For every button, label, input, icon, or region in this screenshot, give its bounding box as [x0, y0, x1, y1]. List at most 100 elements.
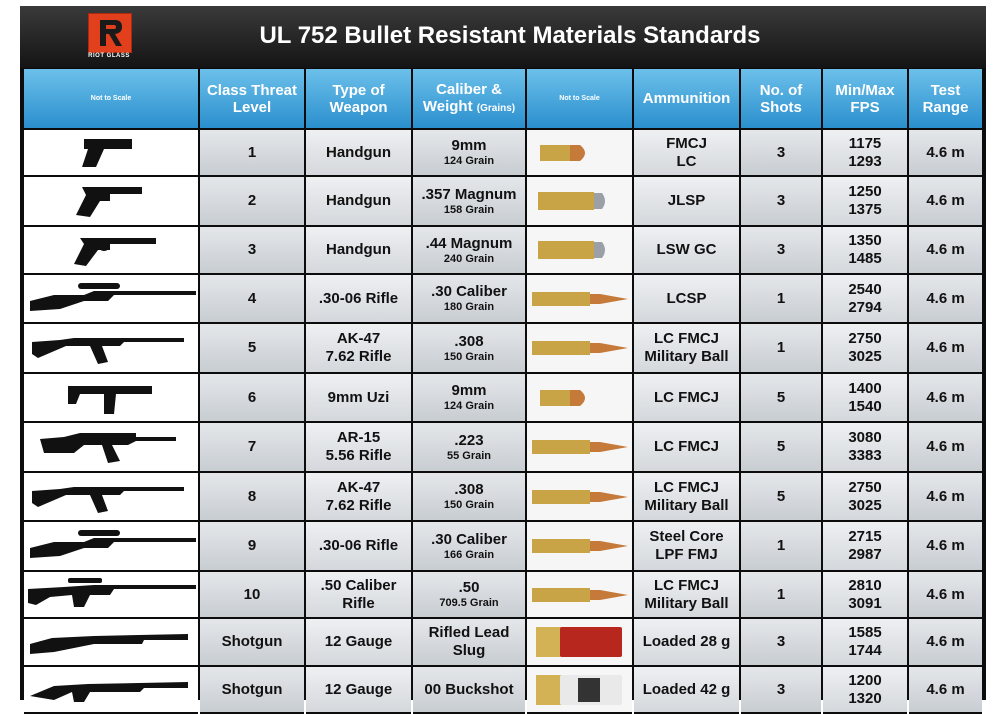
class-cell: 7	[200, 423, 304, 473]
class-cell: 3	[200, 227, 304, 275]
weapon-cell: Handgun	[306, 130, 411, 177]
grain-weight: 150 Grain	[413, 351, 525, 364]
ammunition-cell: Loaded 42 g	[634, 667, 739, 714]
grain-weight: 709.5 Grain	[413, 597, 525, 610]
bullet-image-cell	[527, 227, 632, 275]
uzi-icon	[24, 378, 198, 418]
fps-max: 1744	[823, 642, 907, 660]
caliber-value: .357 Magnum	[413, 186, 525, 204]
caliber-value: .50	[413, 579, 525, 597]
weapon-line: 7.62 Rifle	[306, 348, 411, 366]
shots-cell: 5	[741, 473, 821, 522]
caliber-cell: .30 Caliber 166 Grain	[413, 522, 525, 572]
revolver-icon	[24, 181, 198, 221]
caliber-value: .30 Caliber	[413, 531, 525, 549]
308-cartridge-icon	[527, 330, 632, 366]
fps-min: 2750	[823, 479, 907, 497]
ammo-line: LC FMCJ	[634, 479, 739, 497]
range-cell: 4.6 m	[909, 324, 982, 374]
fps-max: 2987	[823, 546, 907, 564]
table-row: 7 AR-15 5.56 Rifle .223 55 Grain LC FMCJ 5 3080…	[24, 423, 982, 473]
bullet-image-cell	[527, 522, 632, 572]
weapon-cell: AR-15 5.56 Rifle	[306, 423, 411, 473]
range-cell: 4.6 m	[909, 177, 982, 227]
shots-cell: 1	[741, 522, 821, 572]
ammo-line: LC FMCJ	[634, 438, 739, 456]
col-range: Test Range	[909, 69, 982, 130]
ammunition-cell: JLSP	[634, 177, 739, 227]
ammunition-cell: LC FMCJ	[634, 423, 739, 473]
weapon-image-cell	[24, 473, 198, 522]
col-caliber-line1: Caliber &	[436, 81, 502, 98]
ammo-line: LSW GC	[634, 241, 739, 259]
bullet-image-cell	[527, 130, 632, 177]
weapon-image-cell	[24, 275, 198, 324]
col-weapon-image: Not to Scale	[24, 69, 198, 130]
scoped-rifle-icon	[24, 279, 198, 319]
caliber-value: .308	[413, 481, 525, 499]
class-cell: 2	[200, 177, 304, 227]
ammunition-cell: LSW GC	[634, 227, 739, 275]
fps-max: 3025	[823, 497, 907, 515]
caliber-value: 9mm	[413, 382, 525, 400]
fps-cell: 1175 1293	[823, 130, 907, 177]
ammunition-cell: LC FMCJ Military Ball	[634, 473, 739, 522]
bullet-image-cell	[527, 324, 632, 374]
bullet-image-cell	[527, 275, 632, 324]
fps-min: 1250	[823, 183, 907, 201]
caliber-cell: .50 709.5 Grain	[413, 572, 525, 619]
ammo-line: Steel Core	[634, 528, 739, 546]
fps-min: 2540	[823, 281, 907, 299]
caliber-cell: .357 Magnum 158 Grain	[413, 177, 525, 227]
table-row: 3 Handgun .44 Magnum 240 Grain LSW GC 3 1350 14…	[24, 227, 982, 275]
fps-cell: 2810 3091	[823, 572, 907, 619]
red-shotshell-icon	[527, 624, 632, 660]
bullet-image-cell	[527, 423, 632, 473]
col-class: Class Threat Level	[200, 69, 304, 130]
ammunition-cell: LC FMCJ	[634, 374, 739, 423]
grain-weight: 240 Grain	[413, 253, 525, 266]
range-cell: 4.6 m	[909, 619, 982, 667]
caliber-value: .308	[413, 333, 525, 351]
ammo-line: LPF FMJ	[634, 546, 739, 564]
ammo-line: LC	[634, 153, 739, 171]
class-cell: 6	[200, 374, 304, 423]
bullet-image-cell	[527, 473, 632, 522]
weapon-cell: .30-06 Rifle	[306, 275, 411, 324]
caliber-cell: Rifled Lead Slug	[413, 619, 525, 667]
bullet-image-cell	[527, 374, 632, 423]
weapon-cell: .30-06 Rifle	[306, 522, 411, 572]
grain-weight: 150 Grain	[413, 499, 525, 512]
ammo-line: Military Ball	[634, 348, 739, 366]
ammunition-cell: FMCJ LC	[634, 130, 739, 177]
fps-min: 1200	[823, 672, 907, 690]
col-caliber-line2: Weight	[423, 98, 473, 115]
class-cell: 10	[200, 572, 304, 619]
caliber-cell: 00 Buckshot	[413, 667, 525, 714]
ammunition-cell: LCSP	[634, 275, 739, 324]
caliber-cell: .308 150 Grain	[413, 473, 525, 522]
weapon-cell: Handgun	[306, 177, 411, 227]
ammunition-cell: LC FMCJ Military Ball	[634, 572, 739, 619]
logo-text: RIOT GLASS	[78, 53, 140, 59]
weapon-image-cell	[24, 324, 198, 374]
pump-shotgun-icon	[24, 622, 198, 662]
fps-cell: 1250 1375	[823, 177, 907, 227]
ammo-line: Loaded 28 g	[634, 633, 739, 651]
range-cell: 4.6 m	[909, 275, 982, 324]
weapon-cell: 12 Gauge	[306, 667, 411, 714]
weapon-line: AK-47	[306, 479, 411, 497]
weapon-image-cell	[24, 130, 198, 177]
bullet-image-cell	[527, 572, 632, 619]
223-cartridge-icon	[527, 429, 632, 465]
50cal-cartridge-icon	[527, 577, 632, 613]
range-cell: 4.6 m	[909, 374, 982, 423]
table-row: 8 AK-47 7.62 Rifle .308 150 Grain LC FMCJ Mili…	[24, 473, 982, 522]
table-row: 1 Handgun 9mm 124 Grain FMCJ LC 3 1175 1293 4.6 m	[24, 130, 982, 177]
weapon-line: 5.56 Rifle	[306, 447, 411, 465]
caliber-cell: .308 150 Grain	[413, 324, 525, 374]
ammo-line: Military Ball	[634, 497, 739, 515]
fps-max: 3383	[823, 447, 907, 465]
range-cell: 4.6 m	[909, 572, 982, 619]
weapon-line: Rifle	[306, 595, 411, 613]
